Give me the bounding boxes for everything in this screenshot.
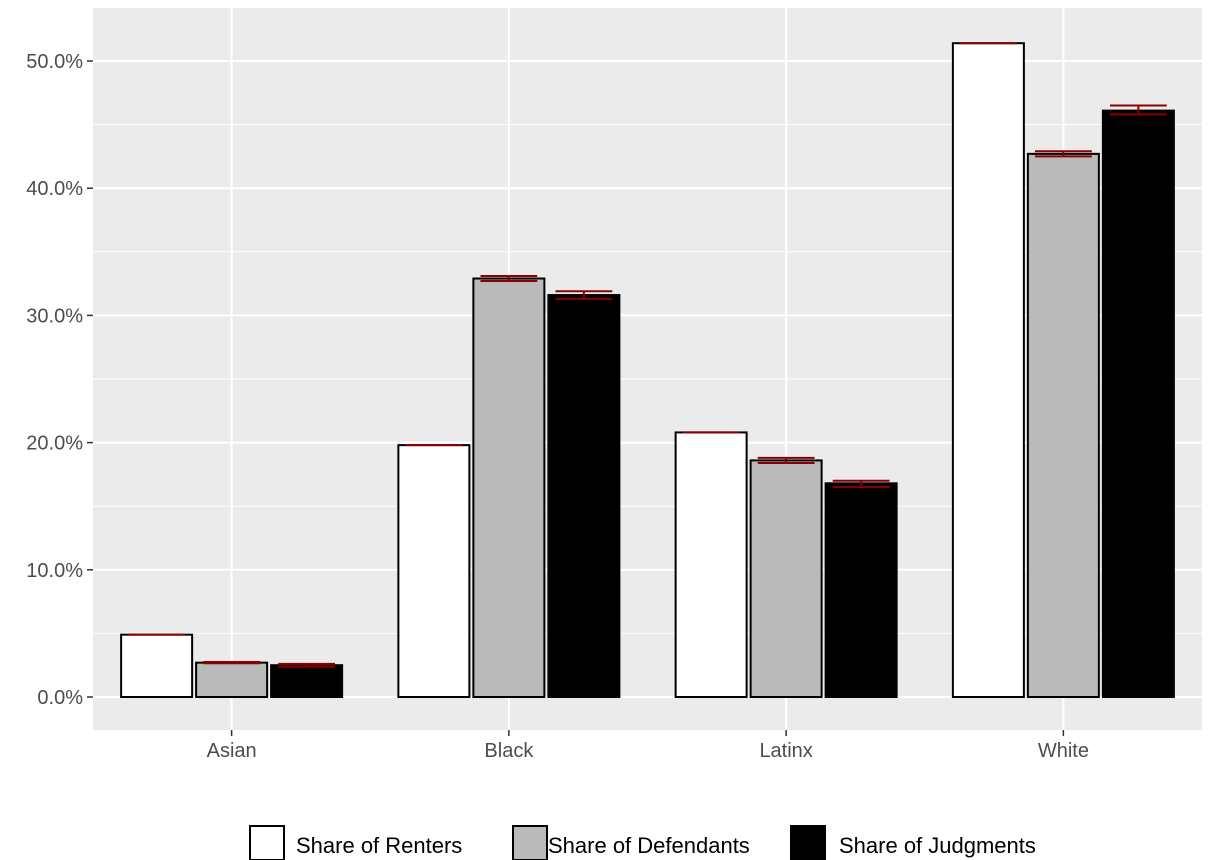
x-axis: Asian Black Latinx White — [207, 730, 1089, 762]
bar-black-series-1 — [397, 444, 471, 699]
y-tick-label: 0.0% — [37, 687, 83, 709]
legend-label-series-2: Share of Defendants — [548, 833, 750, 858]
legend: Share of Renters Share of Defendants Share… — [249, 825, 1036, 860]
x-tick-label: Latinx — [759, 740, 812, 762]
y-tick-label: 40.0% — [26, 178, 83, 200]
x-tick-label: Black — [484, 740, 534, 762]
bar-asian-series-3 — [270, 664, 344, 699]
y-axis: 0.0% 10.0% 20.0% 30.0% 40.0% 50.0% — [26, 51, 93, 709]
bar-asian-series-2 — [195, 661, 269, 699]
x-tick-label: White — [1038, 740, 1089, 762]
bars — [120, 42, 1175, 699]
y-tick-label: 10.0% — [26, 560, 83, 582]
bar-black-series-2 — [472, 277, 546, 698]
bar-latinx-series-3 — [824, 482, 898, 698]
y-tick-label: 50.0% — [26, 51, 83, 73]
bar-asian-series-1 — [120, 633, 194, 698]
error-bars — [128, 42, 1167, 668]
legend-key-series-1 — [249, 825, 285, 860]
bar-black-series-3 — [547, 294, 621, 698]
bar-latinx-series-1 — [674, 431, 748, 698]
legend-label-series-1: Share of Renters — [296, 833, 462, 858]
y-tick-label: 20.0% — [26, 433, 83, 455]
legend-key-series-2 — [512, 825, 548, 860]
y-tick-label: 30.0% — [26, 305, 83, 327]
legend-key-series-3 — [790, 825, 826, 860]
bar-white-series-2 — [1026, 152, 1100, 698]
legend-label-series-3: Share of Judgments — [839, 833, 1036, 858]
bar-white-series-3 — [1101, 109, 1175, 699]
bar-white-series-1 — [951, 42, 1025, 698]
bar-latinx-series-2 — [749, 459, 823, 698]
x-tick-label: Asian — [207, 740, 257, 762]
